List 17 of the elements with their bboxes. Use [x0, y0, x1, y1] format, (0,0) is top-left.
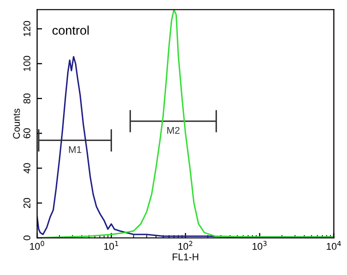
series-label: M2	[167, 126, 180, 134]
y-tick-label: 80	[23, 93, 30, 104]
y-tick-label: 40	[23, 163, 30, 174]
y-tick-label: 120	[23, 21, 30, 36]
y-tick-label: 60	[23, 128, 30, 138]
y-axis-title: Counts	[13, 108, 20, 139]
y-tick-label: 100	[23, 56, 30, 72]
x-axis-title: FL1-H	[172, 254, 198, 260]
x-tick-label: 10$^{4}$	[326, 241, 341, 250]
y-tick-label: 20	[23, 198, 30, 208]
annotation: control	[52, 26, 89, 35]
x-tick-label: 10$^{2}$	[178, 240, 192, 250]
x-tick-label: 10$^{3}$	[252, 240, 267, 250]
series-label: M1	[69, 146, 82, 153]
x-tick-label: 10$^{1}$	[104, 241, 118, 250]
x-tick-label: 10$^{0}$	[30, 240, 44, 250]
y-tick-label: 0	[23, 236, 30, 240]
